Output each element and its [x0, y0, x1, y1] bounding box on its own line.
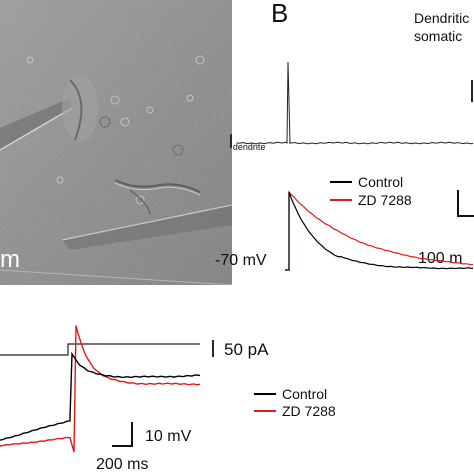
legend-swatch-zd7288: [254, 410, 276, 412]
current-step-trace: [0, 343, 200, 356]
current-scale-label: 50 pA: [224, 340, 269, 359]
resting-potential-label: -70 mV: [215, 252, 267, 269]
panel-letter-b: B: [271, 0, 289, 28]
panel-b-title-line2: somatic: [414, 28, 463, 44]
panel-b-legend-control: Control: [330, 174, 403, 190]
legend-label-zd7288: ZD 7288: [358, 192, 412, 208]
panel-b-legend-zd7288: ZD 7288: [330, 192, 412, 208]
legend-swatch-control: [254, 393, 276, 395]
panel-c-time-scale-label: 200 ms: [96, 456, 149, 473]
legend-label-zd7288: ZD 7288: [282, 403, 336, 419]
control-step-response-trace: [0, 351, 201, 441]
legend-label-control: Control: [358, 174, 404, 190]
panel-b-time-scale-label: 100 m: [418, 250, 463, 267]
legend-label-control: Control: [282, 386, 328, 402]
panel-b-scale-bar: [457, 190, 474, 217]
zd7288-step-response-trace: [0, 325, 201, 453]
voltage-scale-label: 10 mV: [145, 428, 192, 445]
panel-c-legend-control: Control: [254, 386, 327, 402]
panel-c-scale-bar: [112, 422, 133, 447]
i-dendrite-subscript: dendrite: [232, 142, 266, 152]
micrograph-scale-label: m: [0, 246, 20, 273]
legend-swatch-control: [330, 181, 352, 183]
panel-b-title-line1: Dendritic: [414, 10, 470, 26]
legend-swatch-zd7288: [330, 199, 352, 201]
zd7288-voltage-trace: [285, 190, 473, 271]
micrograph-image: [0, 0, 232, 285]
micrograph-panel: m: [0, 0, 232, 285]
dendritic-current-trace: [236, 61, 474, 145]
panel-c-legend-zd7288: ZD 7288: [254, 403, 336, 419]
control-voltage-trace: [285, 191, 474, 271]
